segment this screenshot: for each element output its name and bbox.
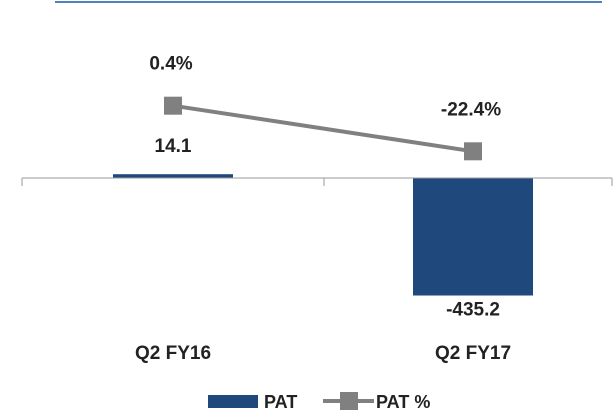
bar-value-label: 14.1 [155, 136, 192, 157]
category-axis [21, 177, 613, 186]
legend-label-pat-percent: PAT % [376, 392, 430, 412]
pat-percent-label: 0.4% [149, 54, 192, 75]
legend: PAT PAT % [208, 392, 430, 412]
category-label: Q2 FY16 [135, 343, 211, 364]
legend-swatch-pat [208, 395, 258, 408]
line-series-pat-percent: 0.4% -22.4% [149, 54, 501, 161]
pat-percent-line [172, 103, 474, 154]
legend-marker-pat-percent [340, 392, 358, 410]
bar-pat [413, 178, 533, 296]
bar-value-label: -435.2 [446, 300, 500, 321]
category-labels: Q2 FY16 Q2 FY17 [135, 343, 511, 364]
bar-data-labels: 14.1 -435.2 [155, 136, 500, 321]
category-label: Q2 FY17 [435, 343, 511, 364]
bar-pat [113, 174, 233, 178]
pat-percent-marker [164, 96, 182, 115]
bar-series-pat [113, 174, 533, 296]
pat-percent-marker [464, 142, 482, 161]
legend-label-pat: PAT [264, 392, 297, 412]
pat-percent-label: -22.4% [441, 99, 501, 120]
